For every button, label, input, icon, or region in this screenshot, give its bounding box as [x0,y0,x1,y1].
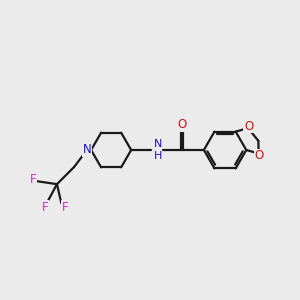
Text: F: F [42,201,48,214]
Text: O: O [244,119,253,133]
Text: F: F [62,201,68,214]
Text: O: O [255,149,264,162]
Text: N
H: N H [154,139,162,161]
Text: N: N [83,143,92,157]
Text: O: O [177,118,186,131]
Text: F: F [30,173,36,186]
